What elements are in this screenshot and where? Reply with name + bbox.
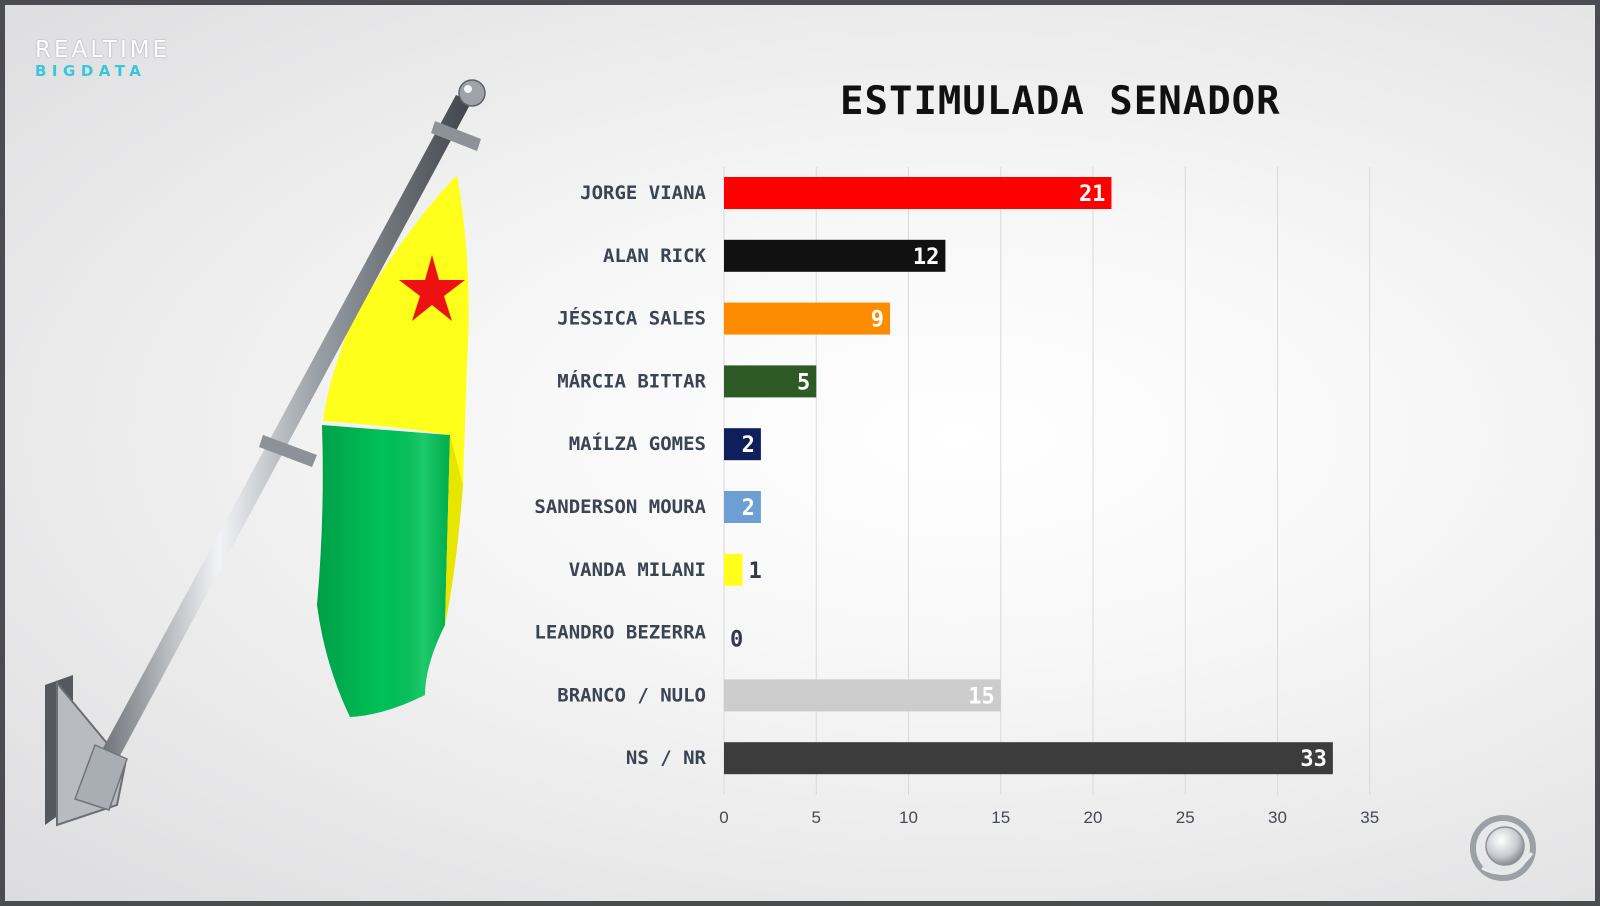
pole-ring-top bbox=[431, 121, 481, 151]
x-axis-ticks: 0 5 10 15 20 25 30 35 bbox=[719, 808, 1379, 827]
tv-network-logo bbox=[1470, 815, 1536, 881]
bar bbox=[724, 239, 946, 272]
bar bbox=[724, 365, 817, 398]
data-label: 2 bbox=[742, 433, 755, 458]
bar bbox=[724, 491, 761, 523]
category-label: ALAN RICK bbox=[603, 245, 707, 267]
category-label: MÁRCIA BITTAR bbox=[557, 369, 706, 392]
category-label: MAÍLZA GOMES bbox=[569, 432, 706, 455]
x-tick-label: 10 bbox=[899, 808, 918, 827]
x-tick-label: 15 bbox=[991, 808, 1010, 827]
data-label: 33 bbox=[1300, 747, 1327, 772]
pole-ring-middle bbox=[259, 435, 317, 467]
bar bbox=[724, 302, 891, 335]
acre-flag-illustration bbox=[45, 79, 486, 827]
flag-star bbox=[399, 255, 465, 321]
x-tick-label: 0 bbox=[719, 808, 728, 827]
data-label: 15 bbox=[968, 684, 995, 709]
category-label: LEANDRO BEZERRA bbox=[534, 622, 706, 644]
data-label: 21 bbox=[1079, 182, 1106, 207]
realtime-bigdata-logo: REALTIME BIGDATA bbox=[35, 39, 170, 79]
chart-title: ESTIMULADA SENADOR bbox=[840, 79, 1281, 124]
category-label: VANDA MILANI bbox=[569, 559, 706, 581]
pole-socket bbox=[74, 743, 128, 811]
category-label: JORGE VIANA bbox=[580, 182, 706, 204]
logo-line-realtime: REALTIME bbox=[35, 37, 171, 63]
category-label: NS / NR bbox=[626, 747, 707, 769]
category-label: SANDERSON MOURA bbox=[534, 496, 706, 518]
data-label: 0 bbox=[730, 628, 743, 653]
x-tick-label: 25 bbox=[1176, 808, 1195, 827]
category-label: JÉSSICA SALES bbox=[557, 307, 706, 330]
logo-line-bigdata: BIGDATA bbox=[35, 62, 147, 80]
data-label: 5 bbox=[797, 370, 810, 395]
x-tick-label: 20 bbox=[1084, 808, 1103, 827]
data-label: 9 bbox=[871, 308, 884, 333]
bar bbox=[724, 679, 1001, 712]
bar bbox=[724, 177, 1112, 209]
data-label: 2 bbox=[742, 496, 755, 521]
data-label: 1 bbox=[748, 559, 761, 584]
bar bbox=[724, 428, 761, 461]
x-tick-label: 5 bbox=[812, 808, 821, 827]
category-labels: JORGE VIANA ALAN RICK JÉSSICA SALES MÁRCIA … bbox=[534, 182, 706, 769]
bar bbox=[724, 553, 743, 586]
x-tick-label: 30 bbox=[1268, 808, 1287, 827]
chart-slide: REALTIME BIGDATA bbox=[5, 5, 1595, 901]
data-label: 12 bbox=[913, 245, 940, 270]
bar bbox=[724, 742, 1333, 775]
x-tick-label: 35 bbox=[1360, 808, 1379, 827]
category-label: BRANCO / NULO bbox=[557, 684, 706, 706]
